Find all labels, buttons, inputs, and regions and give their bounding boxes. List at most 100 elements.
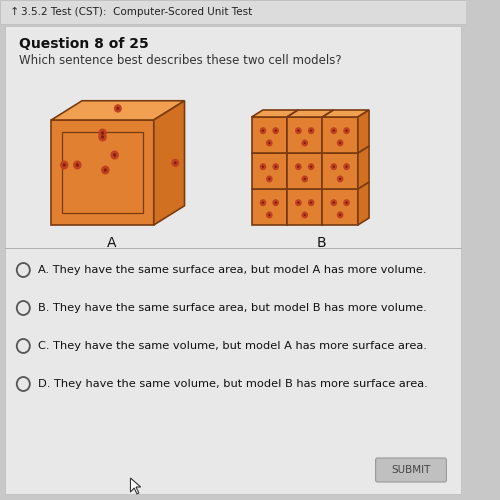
Circle shape [310,202,312,204]
Circle shape [331,164,336,170]
Circle shape [101,132,104,134]
Polygon shape [287,182,298,225]
Circle shape [338,212,343,218]
Circle shape [302,176,308,182]
Circle shape [344,200,349,205]
Polygon shape [358,110,369,153]
Polygon shape [322,146,369,153]
Circle shape [61,161,68,169]
Polygon shape [322,110,334,153]
Circle shape [339,142,342,144]
Circle shape [266,140,272,145]
Circle shape [113,154,116,156]
Circle shape [260,128,266,134]
Circle shape [331,200,336,205]
Circle shape [332,202,335,204]
Text: ↑: ↑ [10,7,18,17]
Circle shape [344,164,349,170]
Circle shape [310,166,312,168]
Circle shape [297,202,300,204]
Circle shape [266,212,272,218]
Circle shape [332,166,335,168]
Circle shape [346,130,348,132]
Polygon shape [287,110,334,117]
Text: 3.5.2 Test (CST):  Computer-Scored Unit Test: 3.5.2 Test (CST): Computer-Scored Unit T… [20,7,252,17]
Circle shape [274,166,277,168]
Polygon shape [252,117,287,153]
Circle shape [111,151,118,159]
Circle shape [274,130,277,132]
Polygon shape [252,146,298,153]
Circle shape [308,200,314,205]
Polygon shape [130,478,140,494]
Text: ​A. They have the same surface area, but model A has more volume.: ​A. They have the same surface area, but… [38,265,426,275]
Circle shape [260,200,266,205]
Polygon shape [322,146,334,189]
Polygon shape [287,153,322,189]
Text: SUBMIT: SUBMIT [392,465,430,475]
Circle shape [331,128,336,134]
Circle shape [339,178,342,180]
Circle shape [99,133,106,141]
Polygon shape [358,146,369,189]
Circle shape [346,202,348,204]
Polygon shape [322,189,358,225]
Text: Which sentence best describes these two cell models?: Which sentence best describes these two … [18,54,342,68]
Circle shape [296,200,301,205]
FancyBboxPatch shape [0,0,466,24]
Circle shape [274,202,277,204]
Circle shape [339,214,342,216]
Circle shape [332,130,335,132]
Polygon shape [322,153,358,189]
Circle shape [268,142,270,144]
Circle shape [273,128,278,134]
Circle shape [297,166,300,168]
Circle shape [101,136,104,138]
Circle shape [268,214,270,216]
Circle shape [260,164,266,170]
Polygon shape [252,110,298,117]
Circle shape [338,176,343,182]
Circle shape [104,168,107,172]
Circle shape [302,140,308,145]
Text: B: B [316,236,326,250]
Circle shape [114,105,121,112]
Circle shape [102,166,109,174]
Polygon shape [287,117,322,153]
Circle shape [268,178,270,180]
Polygon shape [252,153,287,189]
Circle shape [116,107,119,110]
Circle shape [62,164,66,166]
Polygon shape [52,120,154,225]
Circle shape [266,176,272,182]
Circle shape [304,214,306,216]
Circle shape [302,212,308,218]
Text: ​C. They have the same volume, but model A has more surface area.: ​C. They have the same volume, but model… [38,341,427,351]
Circle shape [273,164,278,170]
Circle shape [174,162,177,164]
Circle shape [304,178,306,180]
Polygon shape [154,101,184,225]
Circle shape [99,129,106,137]
Polygon shape [287,146,298,189]
Polygon shape [287,110,298,153]
Circle shape [297,130,300,132]
Circle shape [296,128,301,134]
Polygon shape [322,117,358,153]
Circle shape [172,160,178,166]
FancyBboxPatch shape [4,26,462,494]
Circle shape [346,166,348,168]
Circle shape [273,200,278,205]
Circle shape [74,161,81,169]
Polygon shape [322,110,369,117]
Polygon shape [252,189,287,225]
Circle shape [310,130,312,132]
Text: ​B. They have the same surface area, but model B has more volume.: ​B. They have the same surface area, but… [38,303,427,313]
Circle shape [262,130,264,132]
Polygon shape [358,182,369,225]
Text: ​D. They have the same volume, but model B has more surface area.: ​D. They have the same volume, but model… [38,379,428,389]
Circle shape [308,128,314,134]
Polygon shape [252,182,298,189]
Text: Question 8 of 25: Question 8 of 25 [18,37,148,51]
Polygon shape [287,182,334,189]
